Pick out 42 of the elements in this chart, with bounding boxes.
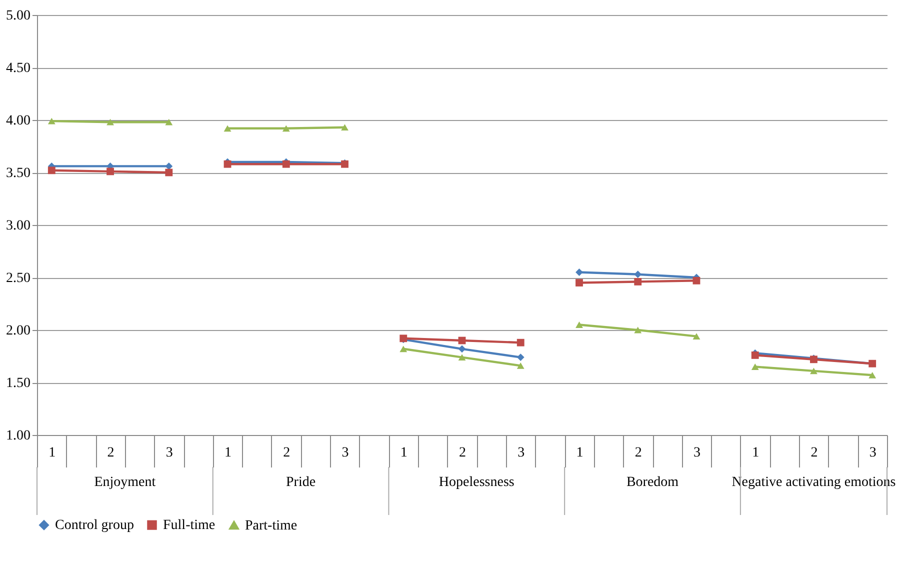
point [868, 372, 876, 378]
x-tick-label: 1 [400, 446, 408, 460]
x-tick-label: 2 [107, 446, 114, 460]
text: Enjoyment [94, 475, 156, 490]
x-tick-label: 3 [342, 446, 349, 460]
legend-label: Full-time [163, 518, 216, 534]
x-tick-label: 3 [166, 446, 173, 460]
x-tick-label: 3 [518, 446, 525, 460]
y-tick-label: 3.00 [6, 218, 30, 234]
x-tick-label: 1 [224, 446, 232, 460]
x-tick-label: 1 [752, 446, 760, 460]
y-tick-label: 1.00 [6, 428, 30, 444]
y-tick-label: 4.00 [6, 114, 30, 128]
y-tick-label: 4.50 [6, 61, 30, 76]
point [48, 118, 56, 124]
y-tick-label: 2.50 [6, 271, 30, 286]
y-tick-label: 5.00 [6, 8, 30, 24]
point [106, 118, 114, 126]
legend-label: Control group [55, 518, 134, 534]
x-tick-label: 3 [869, 446, 876, 460]
x-tick-label: 3 [693, 446, 700, 460]
text: Boredom [626, 475, 679, 490]
y-tick-label: 3.50 [6, 166, 30, 181]
x-tick-label: 1 [48, 446, 56, 460]
text: Pride [286, 475, 316, 490]
point [692, 276, 700, 284]
point [165, 162, 173, 170]
x-tick-label: 2 [459, 446, 466, 460]
text: Hopelessness [438, 475, 514, 490]
x-tick-label: 2 [283, 446, 290, 460]
point [341, 124, 348, 131]
legend-label: Part-time [245, 518, 298, 534]
point [224, 125, 232, 132]
x-tick-label: 2 [634, 446, 642, 460]
x-tick-label: 1 [576, 446, 584, 460]
x-tick-label: 2 [810, 446, 818, 460]
text: Negative activating emotions [732, 475, 896, 490]
point [751, 364, 759, 370]
point [165, 118, 173, 126]
point [810, 368, 818, 374]
y-tick-label: 1.50 [6, 376, 30, 391]
y-tick-label: 2.00 [6, 324, 30, 338]
